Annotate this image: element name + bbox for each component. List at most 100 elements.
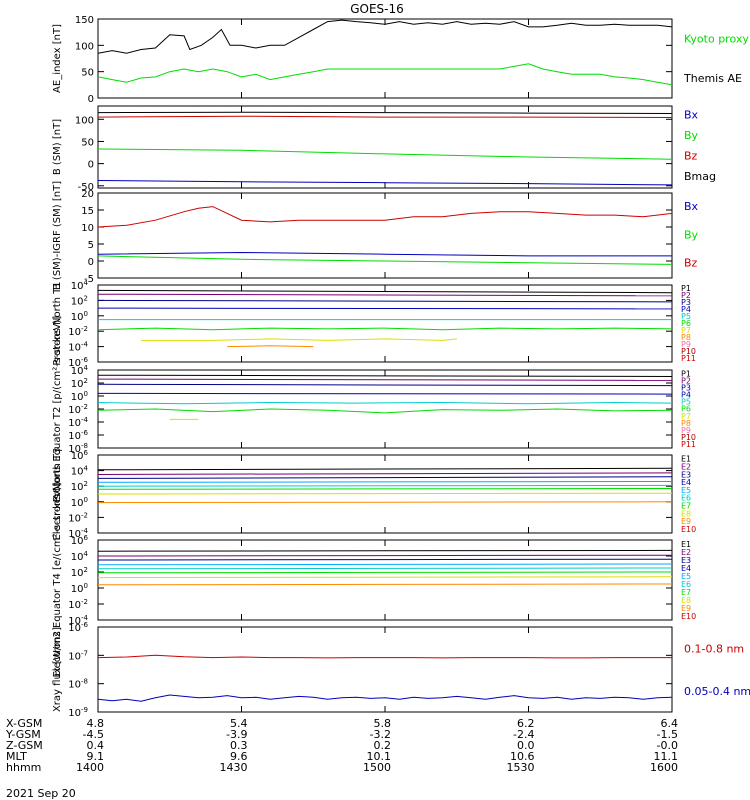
panel-7: 10-4 10-2 100 102 104 106 Electrons Equator T4… xyxy=(52,482,696,677)
bottom-row-label: MLT xyxy=(6,750,27,763)
legend-entry: P7 xyxy=(681,412,691,421)
y-axis-label: Protons Equator T2 [p/(cm²-s-sr-keV)] xyxy=(52,316,63,503)
legend-entry: E2 xyxy=(681,548,691,557)
series-p4 xyxy=(97,392,673,395)
y-tick-label: 0 xyxy=(88,257,94,268)
bottom-cell: 0.2 xyxy=(374,739,392,752)
legend-entry: E1 xyxy=(681,540,691,549)
y-tick-label: 100 xyxy=(71,496,88,509)
y-tick-label: 5 xyxy=(88,240,94,251)
legend-entry: E10 xyxy=(681,525,696,534)
y-axis-label: Xray flux [W/m2] xyxy=(52,627,63,712)
y-tick-label: 0 xyxy=(88,94,94,105)
panel-frame xyxy=(97,105,673,189)
series-bz xyxy=(97,206,673,228)
legend-entry: P2 xyxy=(681,291,691,300)
y-tick-label: 100 xyxy=(71,390,88,403)
series-e6 xyxy=(97,571,673,574)
series-p1 xyxy=(97,289,673,294)
bottom-cell: 1430 xyxy=(220,761,248,774)
panel-frame xyxy=(97,284,673,363)
bottom-row-label: Y-GSM xyxy=(5,728,41,741)
series-by xyxy=(97,255,673,265)
y-axis-label: Electrons North T3 xyxy=(52,447,63,540)
bottom-cell: 0.4 xyxy=(87,739,105,752)
series-e2 xyxy=(97,554,673,557)
panel-frame xyxy=(97,539,673,621)
plot-title: GOES-16 xyxy=(350,2,404,16)
series-e2 xyxy=(97,472,673,475)
series-p3 xyxy=(97,383,673,387)
legend-entry: E9 xyxy=(681,604,691,613)
bottom-cell: 5.4 xyxy=(230,717,248,730)
bottom-cell: 0.3 xyxy=(230,739,248,752)
series-e7 xyxy=(97,576,673,579)
series-e6 xyxy=(97,488,673,490)
series-bx xyxy=(97,251,672,257)
legend-entry: E1 xyxy=(681,455,691,464)
y-tick-label: 10-6 xyxy=(68,621,88,634)
legend-entry: E10 xyxy=(681,612,696,621)
series-e4 xyxy=(97,481,673,483)
series-bmag xyxy=(97,111,673,114)
panel-2: -50 0 50 100 B (SM) [nT] Bx By Bz Bmag xyxy=(52,105,716,193)
series-e5 xyxy=(97,567,673,570)
y-tick-label: 100 xyxy=(75,41,94,52)
legend-entry: P5 xyxy=(681,398,691,407)
legend-entry: P9 xyxy=(681,340,691,349)
panel-8: 10-9 10-8 10-7 10-6 Xray flux [W/m2] 0.1-0.8 … xyxy=(52,621,750,719)
bottom-row-label: hhmm xyxy=(6,761,41,774)
legend-entry: P4 xyxy=(681,391,691,400)
legend-entry: P8 xyxy=(681,333,691,342)
bottom-cell: -3.9 xyxy=(226,728,247,741)
legend-entry: P7 xyxy=(681,326,691,335)
legend-entry: P3 xyxy=(681,298,691,307)
legend-entry: E9 xyxy=(681,517,691,526)
series-e5 xyxy=(97,484,673,487)
y-tick-label: 15 xyxy=(81,206,94,217)
bottom-row-label: X-GSM xyxy=(6,717,42,730)
legend-entry: P11 xyxy=(681,354,696,363)
y-tick-label: 10 xyxy=(81,223,94,234)
bottom-cell: 11.1 xyxy=(654,750,679,763)
series-e8 xyxy=(97,583,673,586)
y-tick-label: -50 xyxy=(78,182,94,193)
bottom-cell: 10.1 xyxy=(367,750,392,763)
legend-entry: E5 xyxy=(681,486,691,495)
series-p5 xyxy=(97,401,673,405)
series-by xyxy=(97,148,673,160)
legend-entry: E3 xyxy=(681,556,691,565)
series-0.1-0.8-nm xyxy=(97,654,672,659)
y-axis-label: B (SM)-IGRF (SM) [nT] xyxy=(52,181,63,290)
series-e8 xyxy=(97,501,673,504)
y-tick-label: 10-8 xyxy=(68,442,88,455)
series-e7 xyxy=(97,492,673,495)
series-p6 xyxy=(97,408,673,414)
y-tick-label: 10-6 xyxy=(68,429,88,442)
legend-entry: E3 xyxy=(681,470,691,479)
series-p3 xyxy=(97,299,673,303)
legend-entry: Bmag xyxy=(684,170,716,183)
y-tick-label: 10-6 xyxy=(68,356,88,369)
legend-entry: E5 xyxy=(681,572,691,581)
series-bz xyxy=(97,115,673,118)
legend-entry: Themis AE xyxy=(683,72,742,85)
legend-entry: P6 xyxy=(681,405,691,414)
bottom-cell: 0.0 xyxy=(517,739,535,752)
y-tick-label: 100 xyxy=(75,115,94,126)
y-tick-label: 106 xyxy=(71,449,89,462)
legend-entry: P6 xyxy=(681,319,691,328)
y-tick-label: 10-2 xyxy=(68,325,88,338)
series-p6 xyxy=(97,327,673,331)
legend-entry: P9 xyxy=(681,426,691,435)
series-p1 xyxy=(97,374,673,377)
panel-1: 0 50 100 150 AE_index [nT] Kyoto proxy AE Them… xyxy=(52,15,750,105)
legend-entry: E4 xyxy=(681,478,691,487)
series-e1 xyxy=(97,549,673,552)
legend-entry: E7 xyxy=(681,588,691,597)
y-tick-label: 100 xyxy=(71,582,88,595)
y-tick-label: 10-4 xyxy=(68,527,88,540)
